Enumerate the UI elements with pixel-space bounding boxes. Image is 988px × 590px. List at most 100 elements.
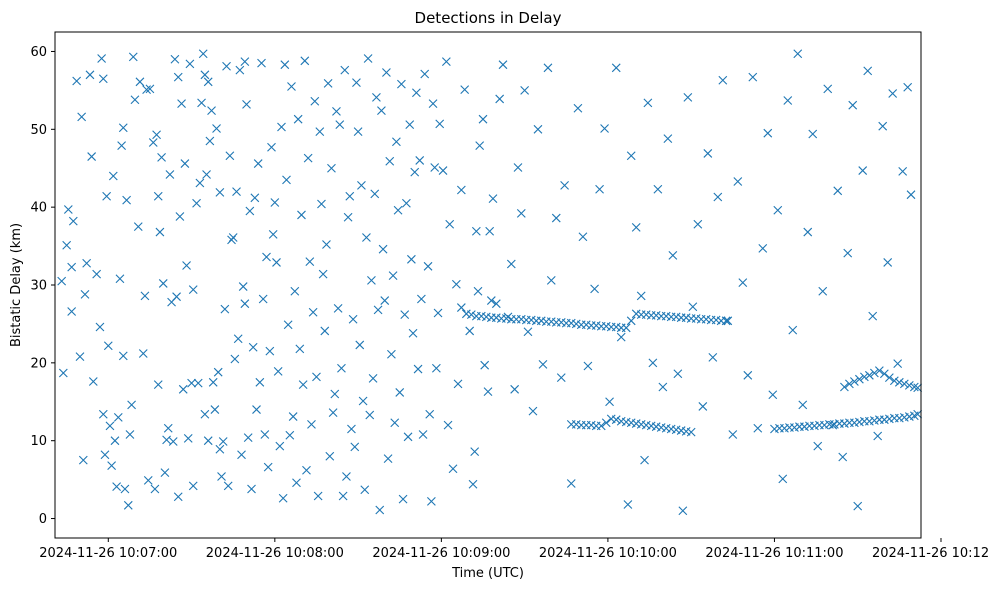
data-point [510, 384, 520, 394]
data-point [411, 88, 421, 98]
data-point [488, 194, 498, 203]
data-point [643, 98, 653, 108]
data-point [302, 465, 311, 475]
data-point [686, 427, 696, 437]
data-point [407, 254, 416, 264]
data-point [803, 227, 813, 237]
y-tick-label: 20 [30, 356, 47, 371]
data-point [913, 383, 923, 393]
data-point [182, 261, 191, 270]
x-tick-label: 2024-11-26 10:10:00 [539, 546, 677, 561]
data-point [721, 316, 731, 326]
data-point [491, 299, 501, 309]
data-point [473, 286, 483, 296]
data-point [392, 137, 401, 147]
data-point [347, 424, 356, 434]
data-point [75, 352, 85, 362]
data-point [556, 373, 566, 383]
data-point [879, 369, 889, 379]
data-point [340, 65, 350, 75]
data-point [408, 328, 418, 338]
data-point [245, 206, 255, 216]
data-point [813, 441, 823, 451]
data-point [365, 410, 375, 420]
data-point [327, 163, 336, 173]
data-point [430, 163, 440, 172]
data-point [485, 226, 495, 236]
data-point [77, 112, 87, 122]
data-point [225, 151, 235, 161]
data-point [233, 334, 243, 344]
data-point [894, 377, 904, 387]
data-point [125, 430, 135, 439]
data-point [122, 195, 132, 205]
data-point [828, 420, 838, 430]
y-tick-label: 30 [30, 279, 47, 294]
data-point [863, 66, 873, 76]
data-point [305, 257, 315, 267]
data-point [217, 472, 226, 481]
data-point [480, 360, 490, 370]
data-point [533, 124, 543, 134]
data-point [117, 141, 127, 151]
data-point [778, 474, 788, 484]
data-point [551, 213, 561, 223]
data-point [793, 49, 803, 59]
data-point [413, 364, 423, 374]
data-point [853, 501, 863, 511]
data-point [743, 370, 753, 380]
data-point [175, 212, 185, 221]
data-point [367, 275, 376, 285]
data-point [382, 68, 391, 77]
data-point [840, 382, 849, 392]
data-point [143, 476, 153, 485]
data-point [733, 177, 743, 186]
data-point [426, 497, 436, 506]
data-point [330, 389, 340, 399]
data-point [262, 252, 271, 262]
data-point [433, 308, 443, 318]
data-point [205, 136, 215, 146]
data-point [98, 409, 108, 419]
data-point [333, 303, 343, 313]
data-point [292, 478, 301, 488]
data-point [590, 284, 599, 294]
data-point [520, 85, 530, 95]
data-point [138, 349, 148, 358]
data-point [451, 279, 461, 289]
data-point [288, 412, 298, 421]
data-point [278, 493, 288, 503]
x-tick-label: 2024-11-26 10:07:00 [39, 546, 177, 561]
data-point [280, 60, 290, 70]
data-point [277, 122, 286, 132]
data-point [859, 372, 869, 382]
data-point [140, 291, 150, 301]
data-point [200, 70, 210, 80]
data-point [898, 166, 908, 176]
data-point [240, 299, 250, 309]
data-point [605, 397, 614, 407]
data-point [312, 372, 321, 382]
data-point [372, 93, 381, 102]
data-point [222, 61, 231, 71]
data-point [120, 484, 130, 494]
data-point [310, 96, 320, 106]
data-point [92, 269, 102, 279]
data-point [273, 367, 283, 376]
data-point [818, 286, 828, 296]
data-point [253, 159, 263, 168]
data-point [252, 405, 261, 414]
data-point [237, 450, 246, 460]
data-point [260, 430, 270, 439]
data-point [248, 342, 258, 352]
data-point [338, 491, 348, 501]
data-point [763, 128, 773, 138]
data-point [718, 75, 728, 85]
data-point [357, 180, 366, 190]
data-point [383, 454, 393, 463]
data-point [200, 409, 210, 419]
data-point [268, 230, 278, 239]
x-tick-label: 2024-11-26 10:11:00 [705, 546, 843, 561]
data-point [80, 289, 90, 299]
